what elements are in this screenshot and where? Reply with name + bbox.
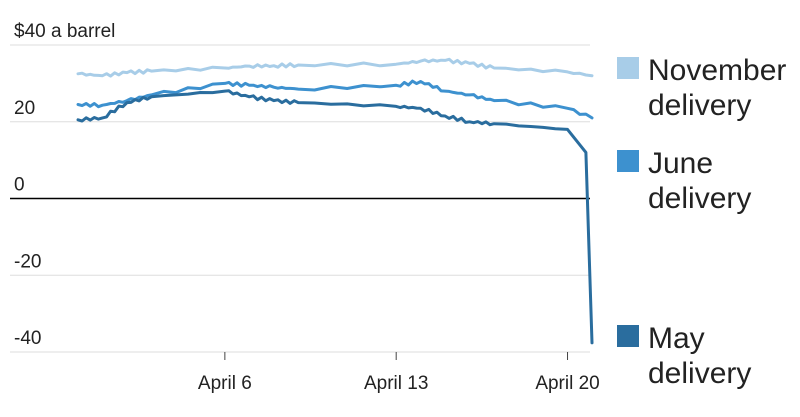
series-line-may xyxy=(76,89,594,345)
legend-label: delivery xyxy=(648,89,751,122)
y-tick-label: $40 a barrel xyxy=(14,21,115,42)
x-tick-label: April 20 xyxy=(535,373,599,394)
legend-label: June xyxy=(648,147,713,180)
y-tick-label: -20 xyxy=(14,251,41,272)
legend-label: November xyxy=(648,54,786,87)
legend-swatch xyxy=(617,150,639,172)
series-layer xyxy=(76,57,594,345)
x-axis: April 6 April 13 April 20 xyxy=(198,352,600,394)
legend-label: May xyxy=(648,322,705,355)
y-tick-label: 20 xyxy=(14,98,35,119)
legend-label: delivery xyxy=(648,182,751,215)
legend-swatch xyxy=(617,325,639,347)
x-tick-label: April 13 xyxy=(364,373,428,394)
grid-layer xyxy=(10,44,590,353)
y-tick-label: 0 xyxy=(14,175,25,196)
series-line-november xyxy=(76,57,594,78)
y-tick-label: -40 xyxy=(14,328,41,349)
y-axis: $40 a barrel 20 0 -20 -40 xyxy=(14,21,115,349)
legend-swatch xyxy=(617,57,639,79)
series-line-june xyxy=(76,79,594,120)
legend-label: delivery xyxy=(648,357,751,390)
x-tick-label: April 6 xyxy=(198,373,252,394)
